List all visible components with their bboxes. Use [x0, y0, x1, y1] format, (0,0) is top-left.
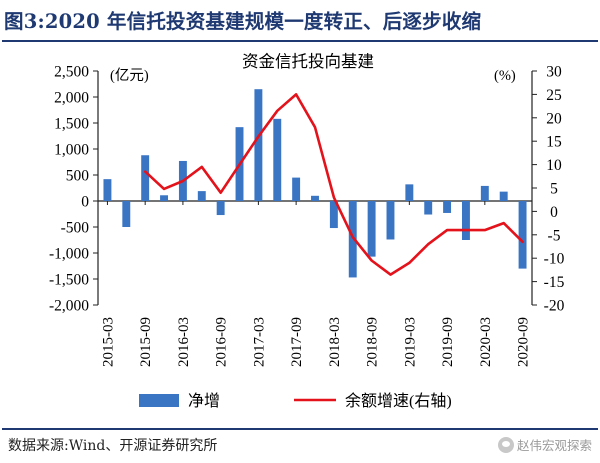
- right-tick-label: 30: [546, 64, 562, 81]
- x-tick-label: 2016-09: [214, 317, 230, 367]
- x-tick-label: 2019-03: [402, 317, 418, 367]
- left-axis-unit: (亿元): [110, 67, 149, 84]
- wechat-icon: [497, 437, 514, 453]
- bar-2015-12: [160, 195, 169, 201]
- x-tick-label: 2018-09: [365, 317, 381, 367]
- right-tick-label: 10: [546, 157, 562, 174]
- x-tick-label: 2020-03: [478, 317, 494, 367]
- bar-2019-12: [461, 201, 470, 240]
- axes-layer: [93, 70, 537, 306]
- right-tick-label: -20: [544, 298, 565, 315]
- x-tick-label: 2018-03: [327, 317, 343, 367]
- bar-2017-12: [311, 195, 319, 201]
- bar-2017-03: [254, 89, 263, 201]
- x-tick-label: 2015-03: [100, 317, 116, 367]
- bar-2016-06: [197, 191, 206, 201]
- left-tick-label: -500: [61, 220, 90, 237]
- footer-rule: [2, 428, 598, 430]
- bar-2019-06: [424, 201, 433, 215]
- title-rule: [2, 40, 598, 42]
- growth-rate-line: [143, 93, 524, 276]
- bar-2019-03: [405, 184, 414, 201]
- x-tick-label: 2016-03: [176, 317, 192, 367]
- x-tick-label: 2017-09: [289, 317, 305, 367]
- bar-2017-09: [292, 177, 301, 201]
- bar-series-layer: [103, 89, 527, 278]
- bar-2020-09: [518, 201, 527, 269]
- right-tick-label: 15: [546, 134, 562, 151]
- left-tick-label: 1,500: [54, 116, 89, 133]
- left-tick-label: -2,000: [49, 298, 89, 315]
- left-tick-label: 2,500: [54, 64, 89, 81]
- left-tick-label: 500: [66, 168, 90, 185]
- bar-2018-12: [386, 201, 395, 240]
- left-tick-label: 2,000: [54, 90, 89, 107]
- text-layer: 2,500 2,000 1,500 1,000 500 0 -500 -1,000 -1,500…: [49, 52, 565, 367]
- watermark: 赵伟宏观探索: [497, 434, 592, 458]
- watermark-text: 赵伟宏观探索: [516, 438, 592, 453]
- line-series-layer: [143, 93, 524, 276]
- left-tick-label: 1,000: [54, 142, 89, 159]
- bar-2020-03: [480, 185, 489, 201]
- bar-2018-06: [348, 201, 357, 278]
- bar-2018-03: [329, 201, 338, 229]
- x-tick-label: 2015-09: [138, 317, 154, 367]
- bar-2015-09: [141, 155, 150, 201]
- left-tick-label: -1,000: [49, 246, 89, 263]
- x-tick-label: 2020-09: [516, 317, 532, 367]
- right-tick-label: -5: [548, 227, 561, 244]
- bar-2015-06: [122, 201, 131, 227]
- legend-bar-swatch: [139, 394, 179, 407]
- figure-title: 图3:2020 年信托投资基建规模一度转正、后逐步收缩: [4, 10, 482, 33]
- right-axis-unit: (%): [494, 68, 516, 84]
- left-tick-label: -1,500: [49, 272, 89, 289]
- legend: 净增 余额增速(右轴): [139, 391, 452, 410]
- chart-title: 资金信托投向基建: [242, 52, 374, 71]
- bar-2018-09: [367, 201, 376, 257]
- bar-2017-06: [273, 118, 282, 201]
- right-tick-label: 25: [546, 87, 562, 104]
- source-note: 数据来源:Wind、开源证券研究所: [8, 438, 218, 454]
- legend-line-label: 余额增速(右轴): [345, 391, 452, 410]
- bar-2019-09: [443, 201, 452, 213]
- right-tick-label: -15: [544, 274, 565, 291]
- right-tick-label: 20: [546, 110, 562, 127]
- bar-2015-03: [103, 179, 112, 201]
- right-tick-label: 0: [550, 204, 558, 221]
- right-tick-label: -10: [544, 251, 565, 268]
- x-tick-label: 2019-09: [440, 317, 456, 367]
- bar-2020-06: [499, 191, 508, 201]
- right-tick-label: 5: [550, 181, 558, 198]
- x-tick-label: 2017-03: [251, 317, 267, 367]
- left-tick-label: 0: [81, 194, 89, 211]
- legend-bar-label: 净增: [188, 392, 220, 410]
- chart-area: 2,500 2,000 1,500 1,000 500 0 -500 -1,000 -1,500…: [49, 52, 565, 410]
- bar-2016-09: [216, 201, 225, 216]
